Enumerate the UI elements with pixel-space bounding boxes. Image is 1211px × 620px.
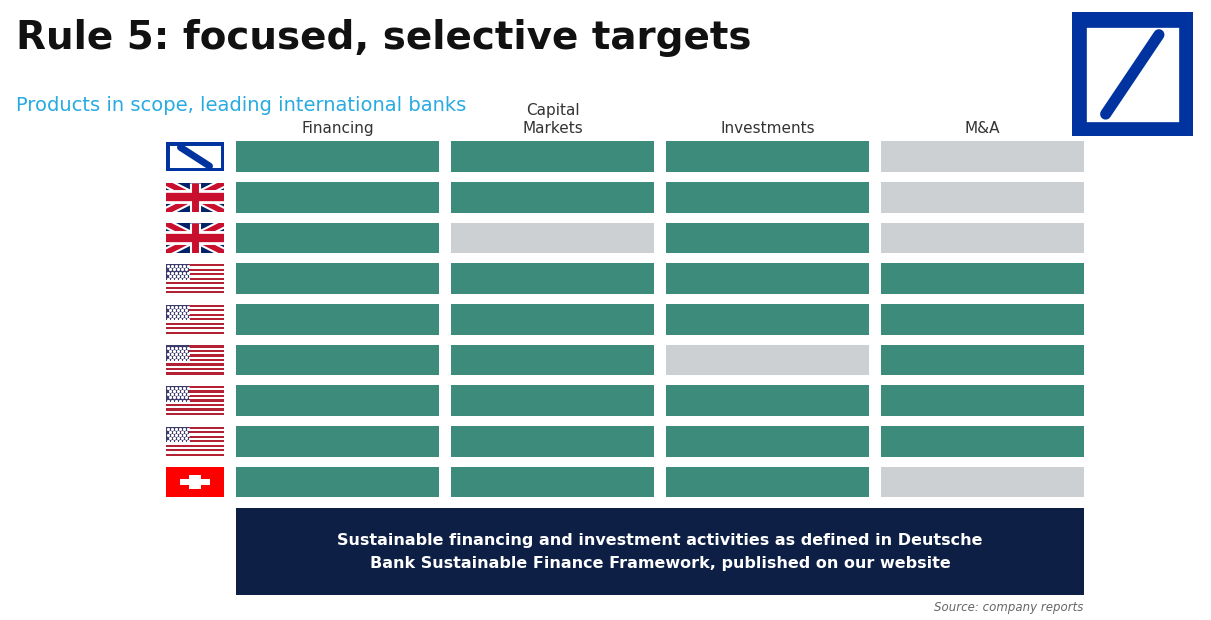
Bar <box>166 268 224 271</box>
Bar <box>166 282 224 285</box>
Bar <box>166 278 224 280</box>
Bar <box>166 350 224 352</box>
Text: Source: company reports: Source: company reports <box>935 601 1084 614</box>
Bar <box>166 399 224 402</box>
Bar <box>166 352 224 354</box>
Bar <box>166 451 224 454</box>
Bar <box>166 436 224 438</box>
Text: Sustainable financing and investment activities as defined in Deutsche
Bank Sust: Sustainable financing and investment act… <box>337 533 983 571</box>
Bar <box>166 356 224 359</box>
Bar <box>166 345 224 348</box>
Bar <box>166 314 224 316</box>
Bar <box>166 370 224 373</box>
Bar <box>166 386 224 388</box>
Bar <box>166 348 224 350</box>
Bar <box>166 361 224 363</box>
Bar <box>166 266 224 268</box>
Bar <box>166 291 224 293</box>
Bar <box>166 395 224 397</box>
Bar <box>166 321 224 322</box>
Bar <box>166 449 224 451</box>
Bar <box>166 404 224 406</box>
Bar <box>166 332 224 334</box>
Bar <box>166 433 224 436</box>
Bar <box>166 392 224 395</box>
Bar <box>166 307 224 309</box>
Bar <box>166 406 224 409</box>
Bar <box>166 359 224 361</box>
Bar <box>166 354 224 356</box>
Bar <box>166 285 224 286</box>
Text: M&A: M&A <box>965 122 1000 136</box>
Bar <box>166 280 224 282</box>
Bar <box>166 445 224 447</box>
Bar <box>166 311 224 314</box>
Bar <box>166 304 189 321</box>
Bar <box>166 373 224 374</box>
Bar <box>166 289 224 291</box>
Bar <box>166 438 224 440</box>
Bar <box>166 275 224 278</box>
Bar <box>166 325 224 327</box>
Bar <box>180 479 210 485</box>
Text: Products in scope, leading international banks: Products in scope, leading international… <box>16 96 466 115</box>
Bar <box>166 286 224 289</box>
Bar <box>166 427 224 429</box>
Text: Financing: Financing <box>302 122 374 136</box>
Bar <box>166 442 224 445</box>
Text: Capital
Markets: Capital Markets <box>522 103 582 136</box>
Text: Investments: Investments <box>721 122 815 136</box>
Bar <box>166 264 189 280</box>
Bar <box>166 366 224 368</box>
Bar <box>166 363 224 366</box>
Bar <box>166 309 224 311</box>
Bar <box>166 409 224 410</box>
Bar <box>166 271 224 273</box>
Bar <box>166 454 224 456</box>
Bar <box>166 410 224 413</box>
Bar <box>166 316 224 318</box>
Bar <box>166 431 224 433</box>
Bar <box>166 329 224 332</box>
Bar <box>166 386 189 402</box>
Bar <box>166 388 224 391</box>
Bar <box>166 402 224 404</box>
Bar <box>166 273 224 275</box>
Bar <box>166 440 224 442</box>
Bar <box>166 304 224 307</box>
Bar <box>166 397 224 399</box>
Bar <box>166 429 224 431</box>
Bar <box>166 391 224 392</box>
Bar <box>166 427 189 442</box>
Bar <box>166 318 224 321</box>
Bar <box>189 474 201 489</box>
Bar <box>166 345 189 361</box>
Text: Rule 5: focused, selective targets: Rule 5: focused, selective targets <box>16 19 751 56</box>
Bar <box>166 447 224 449</box>
Bar <box>166 327 224 329</box>
Bar <box>166 368 224 370</box>
Bar <box>166 264 224 266</box>
Bar <box>166 413 224 415</box>
Bar <box>166 322 224 325</box>
